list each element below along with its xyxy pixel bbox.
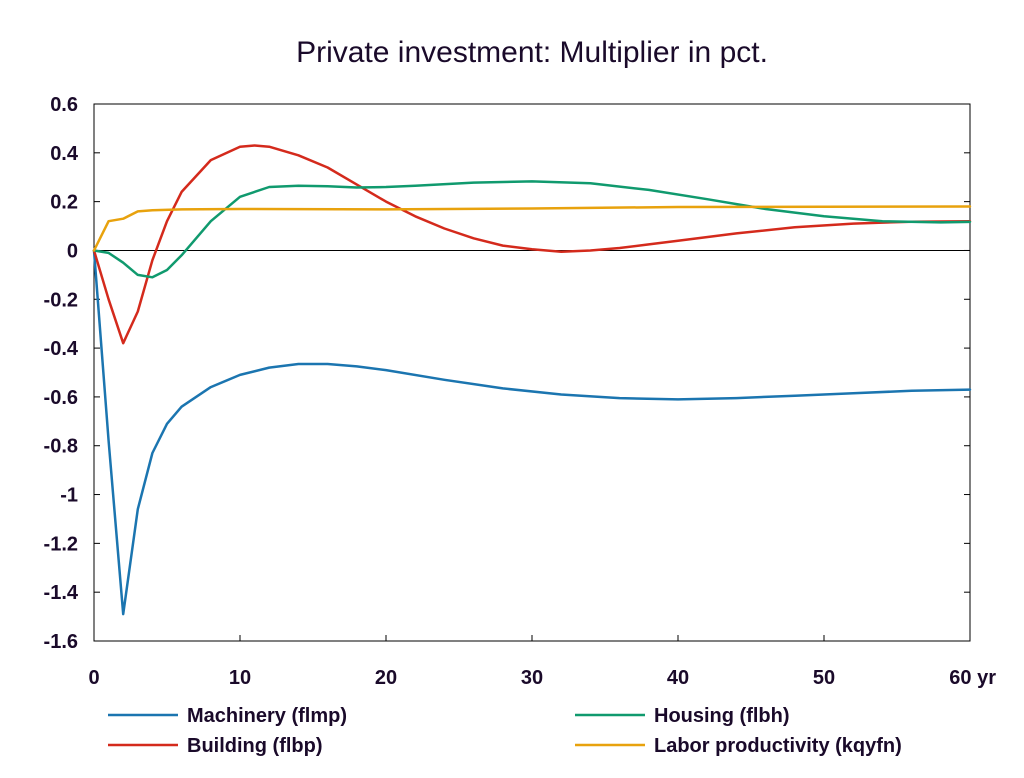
y-tick-label: -0.8 xyxy=(44,436,78,458)
legend-label: Housing (flbh) xyxy=(654,705,790,727)
y-tick-label: -0.2 xyxy=(44,289,78,311)
y-tick-label: -1.6 xyxy=(44,631,78,653)
y-tick-label: -0.6 xyxy=(44,387,78,409)
series-line xyxy=(92,205,972,252)
chart-title: Private investment: Multiplier in pct. xyxy=(296,36,768,69)
x-tick-label: 30 xyxy=(521,667,543,689)
x-tick-label: 0 xyxy=(88,667,99,689)
series-line xyxy=(92,180,972,279)
y-tick-label: -0.4 xyxy=(44,338,79,360)
y-tick-label: -1.4 xyxy=(44,582,79,604)
x-tick-label: 50 xyxy=(813,667,835,689)
y-tick-label: -1.2 xyxy=(44,533,78,555)
y-tick-label: 0 xyxy=(67,240,78,262)
x-tick-label: 10 xyxy=(229,667,251,689)
x-tick-label: 20 xyxy=(375,667,397,689)
x-tick-label: 40 xyxy=(667,667,689,689)
series-line xyxy=(92,144,972,345)
series-line xyxy=(92,249,972,616)
y-tick-label: 0.4 xyxy=(50,143,79,165)
y-tick-label: 0.2 xyxy=(50,192,78,214)
legend-label: Labor productivity (kqyfn) xyxy=(654,735,902,757)
y-tick-label: 0.6 xyxy=(50,94,78,116)
x-tick-label: 60 yr xyxy=(949,667,996,689)
plot-area: 0.6 0.4 0.2 0 -0.2 -0.4 -0.6 -0.8 -1 -1.2 -1.4 -1.6… xyxy=(44,94,997,689)
legend-label: Building (flbp) xyxy=(187,735,323,757)
y-tick-label: -1 xyxy=(60,485,78,507)
legend: Machinery (flmp) Building (flbp) Housing (… xyxy=(108,705,902,757)
plot-frame xyxy=(93,103,971,642)
series-layer xyxy=(92,144,972,616)
legend-label: Machinery (flmp) xyxy=(187,705,347,727)
